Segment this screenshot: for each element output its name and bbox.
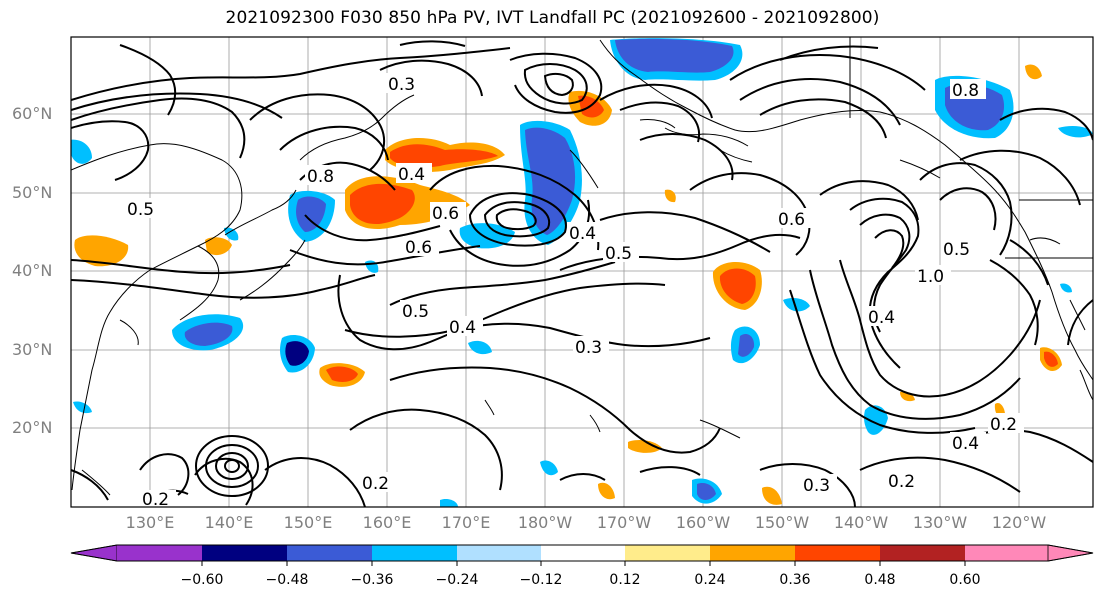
contour-label: 0.4: [398, 165, 425, 185]
contour-label: 0.4: [952, 434, 979, 454]
colorbar-tick: −0.60: [180, 572, 224, 588]
colorbar-tick: 0.24: [694, 572, 726, 588]
colorbar: [70, 544, 1094, 566]
contour-label: 0.8: [307, 167, 334, 187]
colorbar-tick: 0.48: [864, 572, 896, 588]
colorbar-tick: 0.36: [779, 572, 811, 588]
lon-label: 180°W: [517, 513, 573, 532]
map-title: 2021092300 F030 850 hPa PV, IVT Landfall…: [225, 8, 880, 28]
contour-label: 0.3: [803, 476, 830, 496]
contour-label: 0.5: [605, 244, 632, 264]
contour-label: 0.6: [432, 204, 459, 224]
contour-label: 0.2: [888, 472, 915, 492]
contour-label: 1.0: [917, 267, 944, 287]
lon-label: 150°E: [283, 513, 333, 532]
lon-label: 130°E: [125, 513, 175, 532]
colorbar-tick: −0.48: [265, 572, 309, 588]
cyclone-rings: [195, 435, 269, 497]
contour-label: 0.8: [952, 81, 979, 101]
contour-label: 0.2: [142, 490, 169, 510]
lat-label: 40°N: [12, 261, 53, 280]
lat-label: 20°N: [12, 418, 53, 437]
lon-label: 140°E: [204, 513, 254, 532]
colorbar-tick: 0.60: [949, 572, 981, 588]
lon-label: 120°W: [991, 513, 1047, 532]
map-panel: 0.8 0.6 0.5 0.4 0.3 0.2 0.6 0.5 0.4 0.3 …: [71, 37, 1093, 510]
lon-label: 150°W: [754, 513, 810, 532]
lon-label: 160°E: [362, 513, 412, 532]
contour-label: 0.5: [402, 302, 429, 322]
lat-label: 30°N: [12, 340, 53, 359]
lat-label: 50°N: [12, 183, 53, 202]
lon-label: 170°W: [596, 513, 652, 532]
lon-label: 130°W: [912, 513, 968, 532]
contour-label: 0.3: [388, 75, 415, 95]
map-frame: [70, 36, 1094, 508]
contour-label: 0.3: [575, 338, 602, 358]
contour-label: 0.4: [868, 308, 895, 328]
contour-label: 0.6: [778, 210, 805, 230]
lon-label: 170°E: [441, 513, 491, 532]
coastlines: [71, 37, 1093, 496]
lon-label: 140°W: [833, 513, 889, 532]
lon-label: 160°W: [675, 513, 731, 532]
contour-label: 0.5: [943, 240, 970, 260]
contour-labels: 0.8 0.6 0.5 0.4 0.3 0.2 0.6 0.5 0.4 0.3 …: [125, 73, 1024, 510]
contour-label: 0.5: [127, 200, 154, 220]
lat-label: 60°N: [12, 104, 53, 123]
colorbar-tick: −0.36: [350, 572, 394, 588]
contour-label: 0.4: [449, 318, 476, 338]
contour-label: 0.6: [405, 238, 432, 258]
colorbar-tick: 0.12: [609, 572, 641, 588]
colorbar-tick: −0.24: [435, 572, 479, 588]
contour-label: 0.2: [362, 474, 389, 494]
contour-label: 0.4: [569, 224, 596, 244]
colorbar-tick: −0.12: [519, 572, 563, 588]
contour-label: 0.2: [990, 415, 1017, 435]
